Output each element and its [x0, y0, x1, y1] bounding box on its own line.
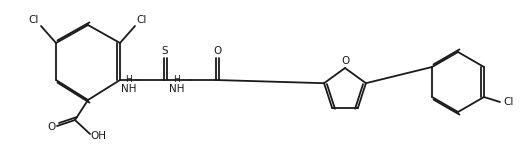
Text: O: O	[341, 56, 349, 66]
Text: NH: NH	[121, 84, 137, 94]
Text: OH: OH	[90, 131, 106, 141]
Text: Cl: Cl	[137, 15, 147, 25]
Text: Cl: Cl	[504, 97, 514, 107]
Text: O: O	[48, 122, 56, 132]
Text: H: H	[126, 75, 133, 83]
Text: S: S	[162, 46, 168, 56]
Text: Cl: Cl	[29, 15, 39, 25]
Text: O: O	[213, 46, 221, 56]
Text: NH: NH	[169, 84, 185, 94]
Text: H: H	[173, 75, 180, 83]
